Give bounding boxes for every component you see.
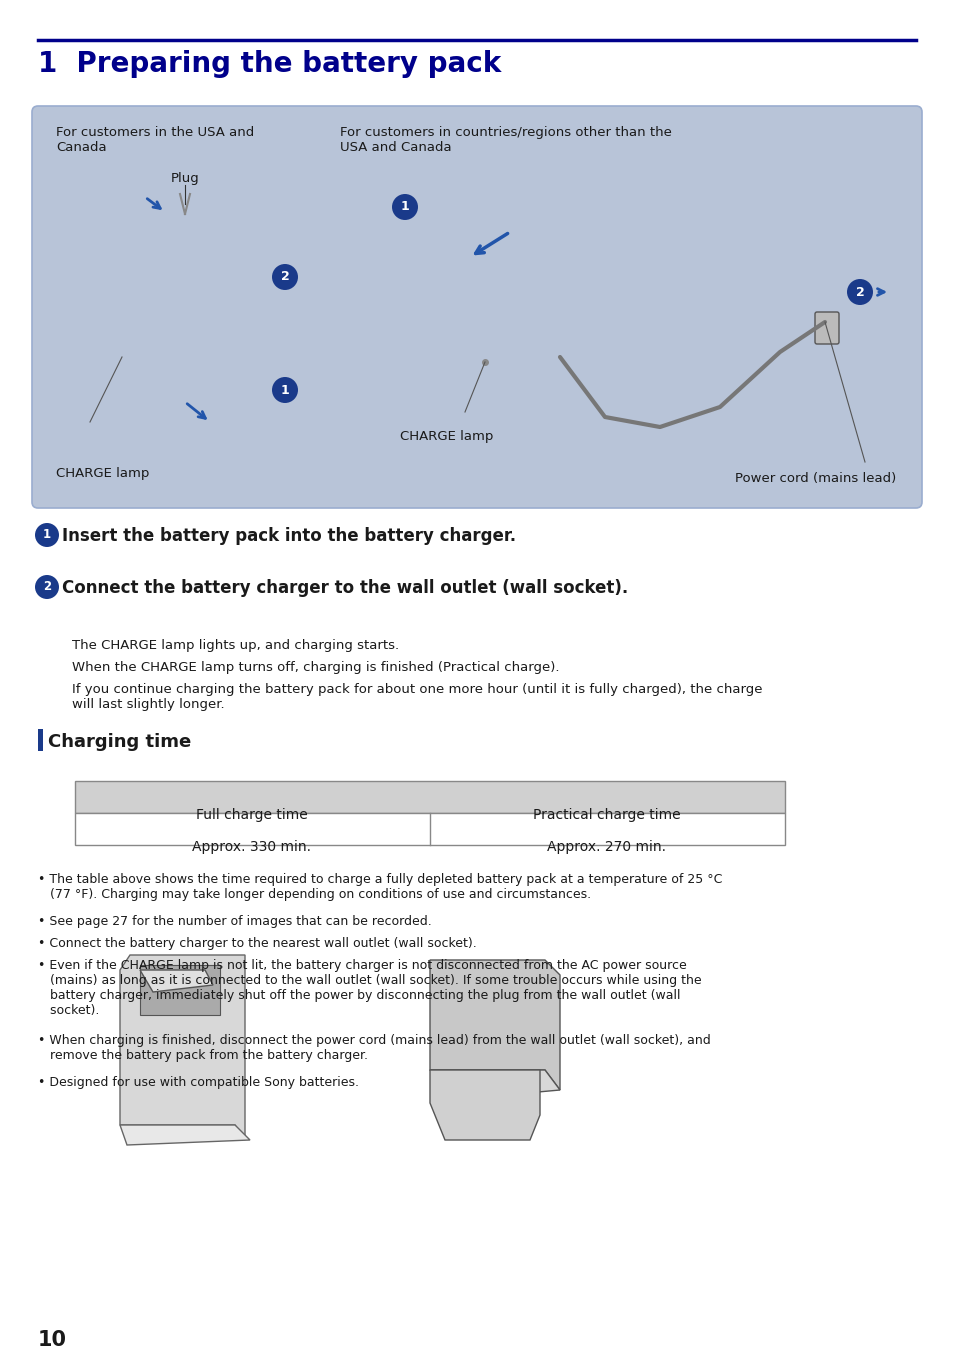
Bar — [75, 782, 784, 813]
Text: CHARGE lamp: CHARGE lamp — [56, 467, 150, 480]
Text: • When charging is finished, disconnect the power cord (mains lead) from the wal: • When charging is finished, disconnect … — [38, 1034, 710, 1063]
Polygon shape — [140, 965, 220, 1015]
Text: CHARGE lamp: CHARGE lamp — [399, 430, 493, 442]
Circle shape — [392, 194, 417, 220]
Text: 1  Preparing the battery pack: 1 Preparing the battery pack — [38, 50, 500, 77]
Text: • Even if the CHARGE lamp is not lit, the battery charger is not disconnected fr: • Even if the CHARGE lamp is not lit, th… — [38, 959, 700, 1016]
Text: Practical charge time: Practical charge time — [533, 807, 680, 822]
Text: Full charge time: Full charge time — [196, 807, 308, 822]
Text: 1: 1 — [400, 201, 409, 213]
Text: • The table above shows the time required to charge a fully depleted battery pac: • The table above shows the time require… — [38, 873, 721, 901]
Polygon shape — [140, 970, 213, 992]
Text: Approx. 330 min.: Approx. 330 min. — [193, 840, 312, 854]
Polygon shape — [430, 1071, 539, 1140]
Bar — [38, 729, 43, 750]
Text: Charging time: Charging time — [48, 733, 191, 750]
FancyBboxPatch shape — [32, 106, 921, 508]
FancyBboxPatch shape — [814, 312, 838, 345]
Polygon shape — [430, 1071, 559, 1101]
Circle shape — [846, 280, 872, 305]
Text: Plug: Plug — [171, 172, 199, 185]
Circle shape — [35, 575, 59, 598]
Text: Insert the battery pack into the battery charger.: Insert the battery pack into the battery… — [62, 527, 516, 546]
Circle shape — [272, 377, 297, 403]
Text: • Connect the battery charger to the nearest wall outlet (wall socket).: • Connect the battery charger to the nea… — [38, 936, 476, 950]
Text: If you continue charging the battery pack for about one more hour (until it is f: If you continue charging the battery pac… — [71, 683, 761, 711]
Text: 1: 1 — [280, 384, 289, 396]
Text: Approx. 270 min.: Approx. 270 min. — [547, 840, 666, 854]
Polygon shape — [120, 1125, 250, 1145]
Polygon shape — [430, 959, 559, 1090]
Circle shape — [35, 522, 59, 547]
Text: 1: 1 — [43, 528, 51, 541]
Polygon shape — [120, 955, 245, 1140]
Text: Power cord (mains lead): Power cord (mains lead) — [734, 472, 895, 484]
Bar — [75, 813, 784, 845]
Text: 2: 2 — [855, 285, 863, 299]
Text: For customers in the USA and
Canada: For customers in the USA and Canada — [56, 126, 254, 153]
Text: When the CHARGE lamp turns off, charging is finished (Practical charge).: When the CHARGE lamp turns off, charging… — [71, 661, 558, 674]
Text: • Designed for use with compatible Sony batteries.: • Designed for use with compatible Sony … — [38, 1076, 358, 1090]
Text: • See page 27 for the number of images that can be recorded.: • See page 27 for the number of images t… — [38, 915, 432, 928]
Text: 10: 10 — [38, 1330, 67, 1350]
Text: For customers in countries/regions other than the
USA and Canada: For customers in countries/regions other… — [339, 126, 671, 153]
Circle shape — [272, 265, 297, 290]
Text: The CHARGE lamp lights up, and charging starts.: The CHARGE lamp lights up, and charging … — [71, 639, 398, 651]
Text: Connect the battery charger to the wall outlet (wall socket).: Connect the battery charger to the wall … — [62, 579, 628, 597]
Text: 2: 2 — [280, 270, 289, 284]
Text: 2: 2 — [43, 581, 51, 593]
